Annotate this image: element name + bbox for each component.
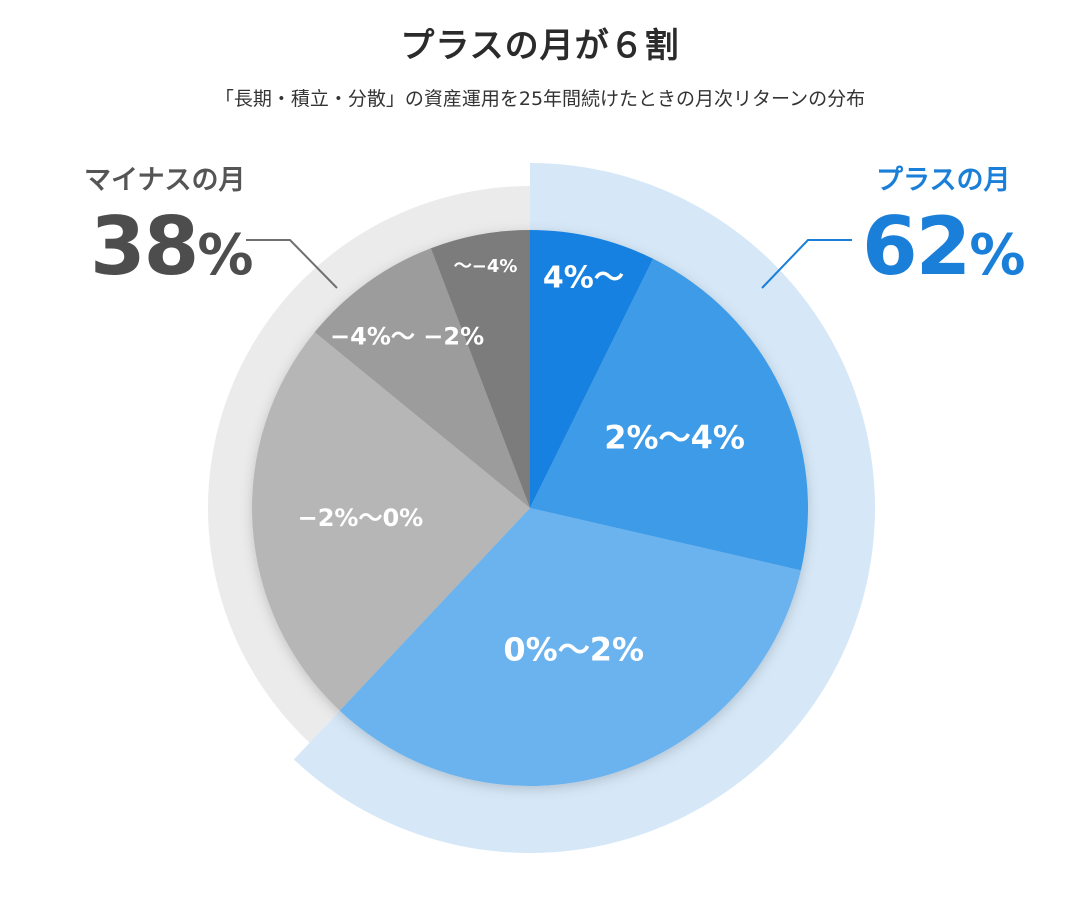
slice-label: 0%〜2%	[503, 631, 644, 669]
pie-slice	[314, 248, 530, 508]
pie-slice	[252, 332, 531, 711]
plus-months-percent: 62%	[862, 200, 1025, 293]
chart-title: プラスの月が６割	[400, 26, 680, 66]
slice-label: −4%〜 −2%	[330, 323, 484, 351]
pie-slice	[339, 508, 801, 786]
slice-label: 〜−4%	[454, 256, 518, 277]
slice-label: 4%〜	[543, 261, 624, 296]
slice-label: 2%〜4%	[604, 418, 745, 456]
plus-months-label: プラスの月	[876, 165, 1011, 196]
plus-leader-line	[761, 239, 852, 289]
pie-slice	[530, 229, 654, 508]
chart-subtitle: 「長期・積立・分散」の資産運用を25年間続けたときの月次リターンの分布	[214, 88, 866, 110]
minus-months-label: マイナスの月	[84, 165, 246, 196]
slice-label: −2%〜0%	[298, 504, 424, 532]
minus-months-percent: 38%	[90, 200, 253, 293]
minus-leader-line	[246, 239, 338, 289]
pie-slice	[530, 258, 809, 571]
pie-slice	[430, 230, 530, 508]
